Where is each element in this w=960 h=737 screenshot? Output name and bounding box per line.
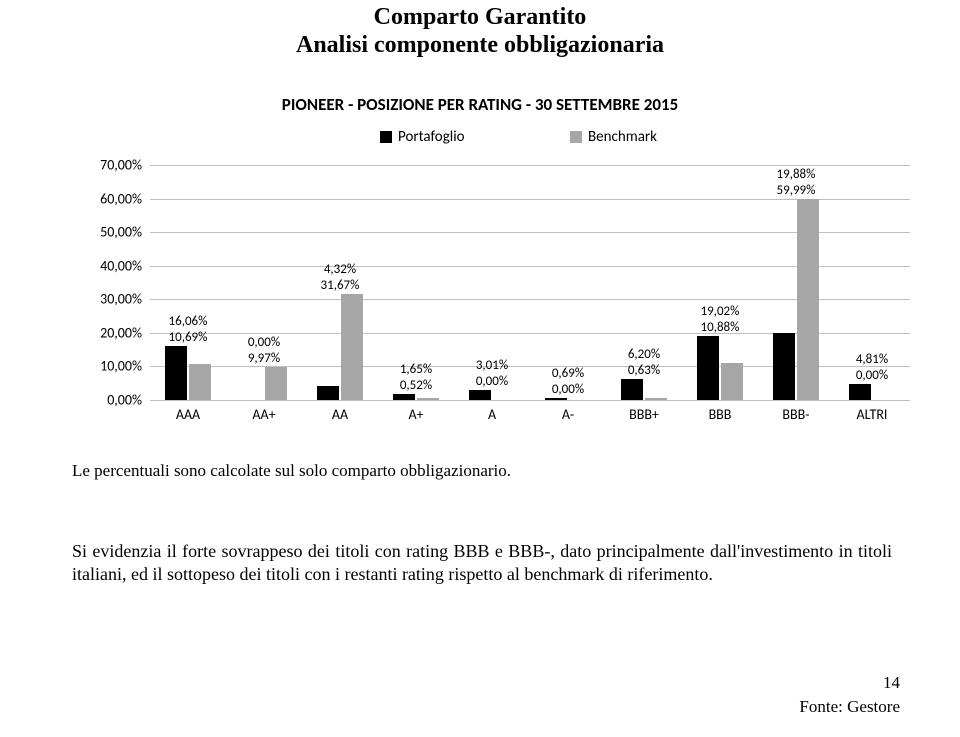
bar-portafoglio bbox=[393, 394, 415, 400]
chart-title: PIONEER - POSIZIONE PER RATING - 30 SETT… bbox=[0, 94, 960, 115]
value-label-portafoglio: 19,88% bbox=[777, 167, 816, 182]
value-label-portafoglio: 16,06% bbox=[169, 314, 208, 329]
x-tick-label: BBB- bbox=[782, 406, 809, 423]
gridline bbox=[150, 400, 910, 401]
value-label-benchmark: 0,63% bbox=[628, 363, 660, 378]
page-title-line1: Comparto Garantito bbox=[0, 4, 960, 31]
bar-benchmark bbox=[721, 363, 743, 400]
value-label-benchmark: 0,00% bbox=[856, 368, 888, 383]
y-tick-label: 0,00% bbox=[107, 392, 142, 409]
value-label-benchmark: 59,99% bbox=[777, 183, 816, 198]
x-tick-label: BBB+ bbox=[629, 406, 659, 423]
chart-plot-area: 0,00%10,00%20,00%30,00%40,00%50,00%60,00… bbox=[150, 165, 910, 400]
y-tick-label: 20,00% bbox=[100, 324, 142, 341]
page-number: 14 bbox=[883, 673, 900, 693]
value-label-portafoglio: 4,81% bbox=[856, 352, 888, 367]
bar-portafoglio bbox=[773, 333, 795, 400]
bar-portafoglio bbox=[469, 390, 491, 400]
bar-portafoglio bbox=[165, 346, 187, 400]
x-tick-label: A+ bbox=[408, 406, 423, 423]
bar-portafoglio bbox=[545, 398, 567, 400]
value-label-portafoglio: 1,65% bbox=[400, 362, 432, 377]
y-tick-label: 70,00% bbox=[100, 157, 142, 174]
gridline bbox=[150, 199, 910, 200]
bar-portafoglio bbox=[697, 336, 719, 400]
bar-benchmark bbox=[645, 398, 667, 400]
legend-label-portafoglio: Portafoglio bbox=[398, 128, 465, 146]
bar-benchmark bbox=[189, 364, 211, 400]
bar-benchmark bbox=[341, 294, 363, 400]
y-tick-label: 10,00% bbox=[100, 358, 142, 375]
x-tick-label: AA bbox=[332, 406, 348, 423]
gridline bbox=[150, 366, 910, 367]
legend-swatch-portafoglio bbox=[380, 131, 392, 143]
value-label-benchmark: 0,00% bbox=[552, 382, 584, 397]
y-tick-label: 50,00% bbox=[100, 224, 142, 241]
gridline bbox=[150, 266, 910, 267]
bar-portafoglio bbox=[317, 386, 339, 401]
y-tick-label: 40,00% bbox=[100, 257, 142, 274]
legend-swatch-benchmark bbox=[570, 131, 582, 143]
value-label-portafoglio: 19,02% bbox=[701, 304, 740, 319]
bar-portafoglio bbox=[621, 379, 643, 400]
value-label-benchmark: 0,00% bbox=[476, 374, 508, 389]
legend-label-benchmark: Benchmark bbox=[588, 128, 657, 146]
chart-caption: Le percentuali sono calcolate sul solo c… bbox=[72, 460, 892, 481]
bar-benchmark bbox=[797, 199, 819, 400]
bar-benchmark bbox=[265, 367, 287, 400]
source-label: Fonte: Gestore bbox=[799, 697, 900, 717]
y-tick-label: 60,00% bbox=[100, 190, 142, 207]
body-paragraph: Si evidenzia il forte sovrappeso dei tit… bbox=[72, 540, 892, 585]
value-label-benchmark: 10,88% bbox=[701, 320, 740, 335]
value-label-benchmark: 10,69% bbox=[169, 330, 208, 345]
value-label-benchmark: 9,97% bbox=[248, 351, 280, 366]
value-label-portafoglio: 0,69% bbox=[552, 366, 584, 381]
gridline bbox=[150, 232, 910, 233]
x-tick-label: AAA bbox=[176, 406, 200, 423]
legend-portafoglio: Portafoglio bbox=[380, 128, 465, 146]
value-label-benchmark: 31,67% bbox=[321, 278, 360, 293]
x-tick-label: A- bbox=[562, 406, 574, 423]
page-title-line2: Analisi componente obbligazionaria bbox=[0, 32, 960, 59]
value-label-portafoglio: 4,32% bbox=[324, 262, 356, 277]
bar-benchmark bbox=[417, 398, 439, 400]
x-tick-label: ALTRI bbox=[857, 406, 888, 423]
y-tick-label: 30,00% bbox=[100, 291, 142, 308]
value-label-benchmark: 0,52% bbox=[400, 378, 432, 393]
legend-benchmark: Benchmark bbox=[570, 128, 657, 146]
x-tick-label: A bbox=[488, 406, 496, 423]
bar-portafoglio bbox=[849, 384, 871, 400]
value-label-portafoglio: 6,20% bbox=[628, 347, 660, 362]
x-tick-label: AA+ bbox=[252, 406, 275, 423]
value-label-portafoglio: 0,00% bbox=[248, 335, 280, 350]
x-tick-label: BBB bbox=[709, 406, 732, 423]
value-label-portafoglio: 3,01% bbox=[476, 358, 508, 373]
gridline bbox=[150, 299, 910, 300]
